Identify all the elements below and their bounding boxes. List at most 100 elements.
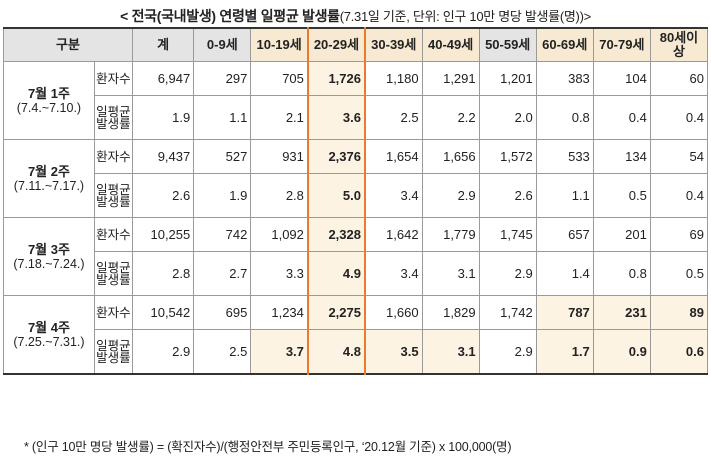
row-label-rate: 일평균발생률 <box>93 329 133 375</box>
cell-rate-age-30-39: 2.5 <box>364 95 423 140</box>
row-label-patients: 환자수 <box>93 217 133 252</box>
cell-rate-total: 2.6 <box>131 173 195 218</box>
cell-patients-age-60-69: 657 <box>535 217 594 252</box>
week-label-cell: 7월 4주 (7.25.~7.31.) <box>3 295 95 375</box>
cell-rate-age-20-29: 4.9 <box>306 251 366 296</box>
table-row: 7월 2주 (7.11.~7.17.) 환자수 9,437 527 931 2,376 1,6… <box>3 139 709 218</box>
cell-patients-age-30-39: 1,660 <box>364 295 423 330</box>
row-label-rate: 일평균발생률 <box>93 173 133 218</box>
cell-patients-age-0-9: 695 <box>193 295 252 330</box>
cell-rate-age-80-plus: 0.4 <box>649 173 709 218</box>
table-row: 7월 3주 (7.18.~7.24.) 환자수 10,255 742 1,092 2,328… <box>3 217 709 296</box>
cell-rate-age-40-49: 2.2 <box>421 95 480 140</box>
footnote: * (인구 10만 명당 발생률) = (확진자수)/(행정안전부 주민등록인구… <box>24 440 512 454</box>
cell-patients-total: 10,542 <box>131 295 195 330</box>
cell-rate-age-30-39: 3.4 <box>364 173 423 218</box>
cell-patients-age-60-69: 787 <box>535 295 594 330</box>
cell-patients-age-70-79: 201 <box>592 217 651 252</box>
row-label-patients: 환자수 <box>93 295 133 330</box>
cell-patients-age-80-plus: 60 <box>649 61 709 96</box>
table-row: 7월 4주 (7.25.~7.31.) 환자수 10,542 695 1,234 2,275… <box>3 295 709 375</box>
week-label: 7월 3주 <box>27 241 70 257</box>
header-age-50-59: 50-59세 <box>478 27 537 62</box>
cell-patients-age-50-59: 1,742 <box>478 295 537 330</box>
cell-rate-age-80-plus: 0.5 <box>649 251 709 296</box>
cell-patients-age-40-49: 1,829 <box>421 295 480 330</box>
week-range: (7.18.~7.24.) <box>13 256 85 271</box>
cell-patients-age-30-39: 1,642 <box>364 217 423 252</box>
header-age-0-9: 0-9세 <box>193 27 252 62</box>
title-main: < 전국(국내발생) 연령별 일평균 발생률 <box>120 8 340 24</box>
week-range: (7.11.~7.17.) <box>13 178 85 193</box>
week-label: 7월 1주 <box>27 85 70 101</box>
cell-patients-total: 9,437 <box>131 139 195 174</box>
cell-patients-age-40-49: 1,656 <box>421 139 480 174</box>
table-row: 일평균발생률 1.9 1.1 2.1 3.6 2.5 2.2 2.0 0.8 0.4 0.4 <box>4 95 709 140</box>
cell-rate-age-80-plus: 0.6 <box>649 329 709 375</box>
cell-rate-age-60-69: 1.1 <box>535 173 594 218</box>
table-row: 7월 1주 (7.4.~7.10.) 환자수 6,947 297 705 1,726 1,18… <box>3 61 709 140</box>
cell-patients-age-40-49: 1,779 <box>421 217 480 252</box>
cell-rate-age-0-9: 2.5 <box>193 329 252 375</box>
header-age-80-plus: 80세이상 <box>649 27 709 62</box>
cell-patients-age-0-9: 742 <box>193 217 252 252</box>
cell-patients-total: 6,947 <box>131 61 195 96</box>
cell-patients-age-50-59: 1,745 <box>478 217 537 252</box>
week-label: 7월 2주 <box>27 163 70 179</box>
cell-rate-total: 2.8 <box>131 251 195 296</box>
cell-patients-age-20-29: 2,328 <box>306 217 366 252</box>
cell-patients-age-30-39: 1,180 <box>364 61 423 96</box>
table-row: 일평균발생률 2.8 2.7 3.3 4.9 3.4 3.1 2.9 1.4 0.8 0.5 <box>4 251 709 296</box>
table-row: 일평균발생률 2.9 2.5 3.7 4.8 3.5 3.1 2.9 1.7 0.9 0.6 <box>4 329 709 375</box>
cell-patients-age-60-69: 533 <box>535 139 594 174</box>
header-age-30-39: 30-39세 <box>364 27 423 62</box>
cell-rate-age-40-49: 3.1 <box>421 329 480 375</box>
cell-patients-total: 10,255 <box>131 217 195 252</box>
title-subtitle: (7.31일 기준, 단위: 인구 10만 명당 발생률(명))> <box>339 9 591 24</box>
cell-rate-age-60-69: 1.7 <box>535 329 594 375</box>
cell-rate-age-40-49: 2.9 <box>421 173 480 218</box>
cell-patients-age-70-79: 134 <box>592 139 651 174</box>
week-label-cell: 7월 1주 (7.4.~7.10.) <box>3 61 95 140</box>
cell-patients-age-80-plus: 54 <box>649 139 709 174</box>
week-label: 7월 4주 <box>27 319 70 335</box>
row-label-patients: 환자수 <box>93 139 133 174</box>
header-age-40-49: 40-49세 <box>421 27 480 62</box>
cell-patients-age-50-59: 1,572 <box>478 139 537 174</box>
cell-patients-age-70-79: 231 <box>592 295 651 330</box>
cell-rate-age-10-19: 3.7 <box>250 329 309 375</box>
cell-patients-age-30-39: 1,654 <box>364 139 423 174</box>
cell-rate-age-50-59: 2.0 <box>478 95 537 140</box>
cell-patients-age-20-29: 2,376 <box>306 139 366 174</box>
header-age-20-29: 20-29세 <box>306 27 366 62</box>
header-row: 구분 계 0-9세 10-19세 20-29세 30-39세 40-49세 50… <box>3 27 709 62</box>
cell-rate-age-0-9: 1.9 <box>193 173 252 218</box>
cell-rate-age-80-plus: 0.4 <box>649 95 709 140</box>
week-label-cell: 7월 3주 (7.18.~7.24.) <box>3 217 95 296</box>
cell-rate-age-20-29: 3.6 <box>306 95 366 140</box>
cell-patients-age-10-19: 931 <box>250 139 309 174</box>
week-label-cell: 7월 2주 (7.11.~7.17.) <box>3 139 95 218</box>
cell-rate-age-30-39: 3.5 <box>364 329 423 375</box>
cell-rate-age-70-79: 0.8 <box>592 251 651 296</box>
cell-patients-age-0-9: 527 <box>193 139 252 174</box>
cell-rate-age-10-19: 2.8 <box>250 173 309 218</box>
cell-rate-age-70-79: 0.9 <box>592 329 651 375</box>
cell-patients-age-10-19: 1,092 <box>250 217 309 252</box>
header-category: 구분 <box>3 27 133 62</box>
cell-patients-age-10-19: 1,234 <box>250 295 309 330</box>
cell-rate-age-40-49: 3.1 <box>421 251 480 296</box>
cell-patients-age-80-plus: 89 <box>649 295 709 330</box>
cell-patients-age-40-49: 1,291 <box>421 61 480 96</box>
cell-patients-age-80-plus: 69 <box>649 217 709 252</box>
cell-rate-age-20-29: 4.8 <box>306 329 366 375</box>
row-label-rate: 일평균발생률 <box>93 251 133 296</box>
cell-rate-age-70-79: 0.5 <box>592 173 651 218</box>
header-total: 계 <box>131 27 195 62</box>
cell-rate-age-0-9: 1.1 <box>193 95 252 140</box>
cell-rate-age-60-69: 0.8 <box>535 95 594 140</box>
table-title: < 전국(국내발생) 연령별 일평균 발생률(7.31일 기준, 단위: 인구 … <box>0 6 711 26</box>
header-age-10-19: 10-19세 <box>250 27 309 62</box>
cell-rate-age-10-19: 2.1 <box>250 95 309 140</box>
week-range: (7.4.~7.10.) <box>16 100 82 115</box>
